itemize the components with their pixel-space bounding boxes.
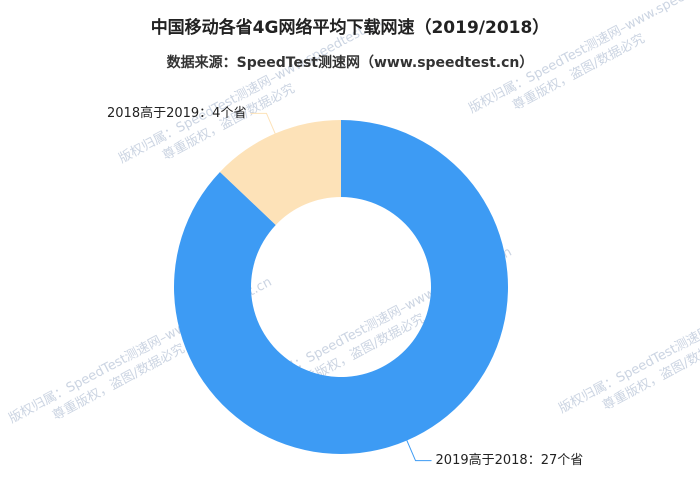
data-label: 2018高于2019：4个省 <box>107 105 246 121</box>
leader-line <box>406 440 432 462</box>
leader-line <box>250 112 276 134</box>
slice <box>219 120 341 225</box>
chart-subtitle: 数据来源：SpeedTest测速网（www.speedtest.cn） <box>167 54 534 71</box>
data-label: 2019高于2018：27个省 <box>436 452 584 468</box>
slice <box>173 120 508 455</box>
chart-title: 中国移动各省4G网络平均下载网速（2019/2018） <box>151 17 550 38</box>
watermark: 版权归属：SpeedTest测速网–www.speedtest.cn尊重版权，盗… <box>556 264 700 417</box>
